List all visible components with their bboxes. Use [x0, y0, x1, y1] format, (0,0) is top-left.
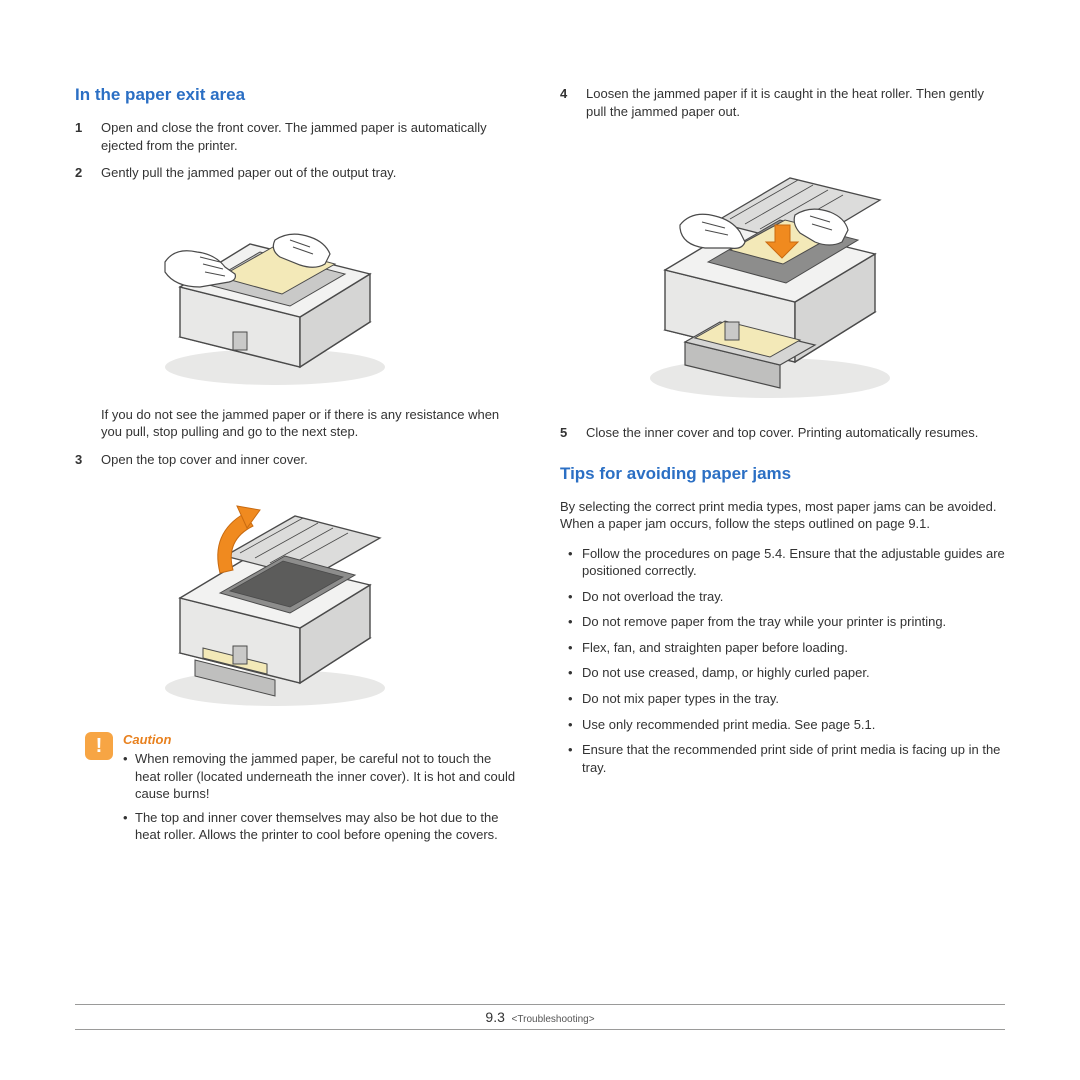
- step-2-note: If you do not see the jammed paper or if…: [101, 406, 520, 441]
- caution-item: When removing the jammed paper, be caref…: [123, 750, 520, 803]
- step-text: Gently pull the jammed paper out of the …: [101, 164, 520, 182]
- left-column: In the paper exit area 1 Open and close …: [75, 85, 520, 850]
- section-heading-tips: Tips for avoiding paper jams: [560, 464, 1005, 484]
- step-number: 5: [560, 424, 586, 442]
- step-number: 4: [560, 85, 586, 120]
- caution-list: When removing the jammed paper, be caref…: [123, 750, 520, 844]
- section-heading-exit-area: In the paper exit area: [75, 85, 520, 105]
- caution-title: Caution: [123, 732, 520, 747]
- tip-item: Follow the procedures on page 5.4. Ensur…: [568, 545, 1005, 580]
- page-number: 9.3: [485, 1009, 504, 1025]
- step-text: Open the top cover and inner cover.: [101, 451, 520, 469]
- caution-icon: !: [85, 732, 113, 760]
- step-number: 2: [75, 164, 101, 182]
- caution-item: The top and inner cover themselves may a…: [123, 809, 520, 844]
- tip-item: Do not remove paper from the tray while …: [568, 613, 1005, 631]
- chapter-label: <Troubleshooting>: [512, 1014, 595, 1025]
- caution-block: ! Caution When removing the jammed paper…: [75, 732, 520, 850]
- figure-loosen-paper: [610, 130, 1005, 410]
- step-number: 1: [75, 119, 101, 154]
- step-text: Loosen the jammed paper if it is caught …: [586, 85, 1005, 120]
- figure-pull-paper: [125, 192, 520, 392]
- tip-item: Ensure that the recommended print side o…: [568, 741, 1005, 776]
- tip-item: Do not mix paper types in the tray.: [568, 690, 1005, 708]
- step-4: 4 Loosen the jammed paper if it is caugh…: [560, 85, 1005, 120]
- tips-list: Follow the procedures on page 5.4. Ensur…: [568, 545, 1005, 776]
- tip-item: Do not overload the tray.: [568, 588, 1005, 606]
- tip-item: Do not use creased, damp, or highly curl…: [568, 664, 1005, 682]
- step-number: 3: [75, 451, 101, 469]
- step-text: Open and close the front cover. The jamm…: [101, 119, 520, 154]
- step-text: Close the inner cover and top cover. Pri…: [586, 424, 1005, 442]
- page-footer: 9.3 <Troubleshooting>: [75, 1004, 1005, 1030]
- step-2: 2 Gently pull the jammed paper out of th…: [75, 164, 520, 182]
- tip-item: Use only recommended print media. See pa…: [568, 716, 1005, 734]
- step-1: 1 Open and close the front cover. The ja…: [75, 119, 520, 154]
- right-column: 4 Loosen the jammed paper if it is caugh…: [560, 85, 1005, 850]
- tips-intro: By selecting the correct print media typ…: [560, 498, 1005, 533]
- step-3: 3 Open the top cover and inner cover.: [75, 451, 520, 469]
- step-5: 5 Close the inner cover and top cover. P…: [560, 424, 1005, 442]
- figure-open-cover: [125, 478, 520, 718]
- tip-item: Flex, fan, and straighten paper before l…: [568, 639, 1005, 657]
